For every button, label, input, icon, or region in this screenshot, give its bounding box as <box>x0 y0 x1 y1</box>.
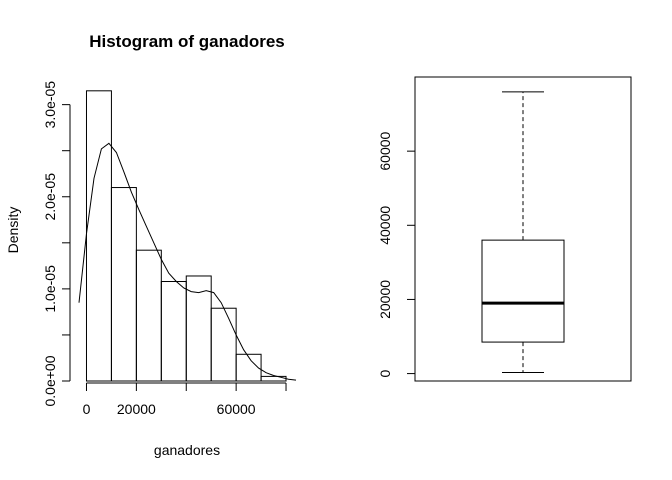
histogram-bar <box>185 275 212 382</box>
histogram-y-tick-label: 3.0e-05 <box>42 81 58 129</box>
boxplot-y-tick-label: 40000 <box>377 206 393 245</box>
boxplot-y-tick-label: 60000 <box>377 131 393 170</box>
histogram-y-axis: 0.0e+00 1.0e-05 2.0e-05 3.0e-05 <box>42 81 71 407</box>
boxplot-y-tick-label: 0 <box>377 369 393 377</box>
boxplot-y-tick-label: 20000 <box>377 280 393 319</box>
histogram-bar <box>160 281 187 382</box>
histogram-y-axis-label: Density <box>5 207 21 254</box>
histogram-y-tick-label: 2.0e-05 <box>42 173 58 221</box>
histogram-x-tick-label: 20000 <box>117 401 156 417</box>
boxplot-box <box>481 239 565 343</box>
boxplot-panel: 0 20000 40000 60000 <box>377 76 632 382</box>
histogram-bar <box>85 90 112 382</box>
density-curve <box>78 142 297 381</box>
histogram-bar <box>235 353 262 382</box>
histogram-bar <box>135 249 162 382</box>
histogram-bar <box>110 187 137 382</box>
histogram-x-tick-label: 60000 <box>217 401 256 417</box>
histogram-bars <box>85 90 287 382</box>
histogram-x-axis-label: ganadores <box>154 442 220 458</box>
histogram-x-axis: 0 20000 60000 <box>83 382 287 417</box>
boxplot-y-axis: 0 20000 40000 60000 <box>377 131 416 377</box>
boxplot-plot-frame <box>414 76 632 382</box>
histogram-bar <box>260 375 287 382</box>
histogram-panel: Histogram of ganadores ganadores Density… <box>5 32 297 458</box>
histogram-y-tick-label: 1.0e-05 <box>42 265 58 313</box>
histogram-bar <box>210 307 237 382</box>
histogram-x-tick-label: 0 <box>83 401 91 417</box>
histogram-title: Histogram of ganadores <box>89 32 285 51</box>
histogram-y-tick-label: 0.0e+00 <box>42 355 58 406</box>
boxplot-elements <box>481 91 565 373</box>
